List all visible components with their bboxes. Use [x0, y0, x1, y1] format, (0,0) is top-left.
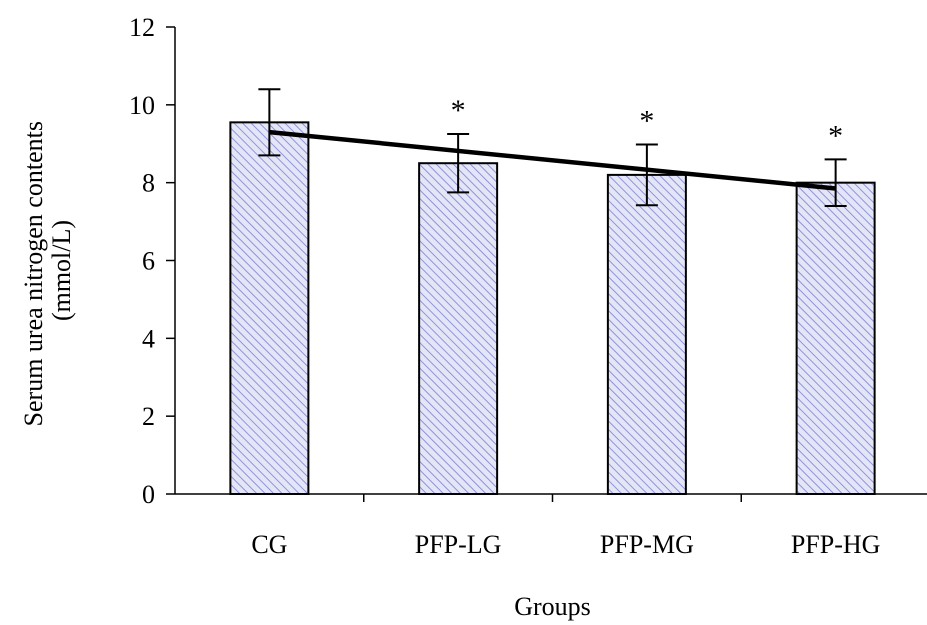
bars [229, 121, 876, 496]
y-tick-label: 8 [142, 169, 155, 198]
x-tick-label: CG [251, 530, 287, 559]
x-tick-label: PFP-MG [600, 530, 694, 559]
error-bar [824, 158, 847, 208]
y-tick-label: 6 [142, 247, 155, 276]
bar-cg [229, 121, 310, 496]
error-bar [447, 133, 470, 194]
trend-line [269, 129, 836, 191]
x-tick-label: PFP-HG [791, 530, 881, 559]
error-bar [635, 143, 658, 207]
x-axis-label: Groups [514, 592, 591, 621]
y-tick-label: 4 [142, 324, 155, 353]
error-bars [258, 88, 847, 208]
bar-pfp-hg [795, 181, 876, 496]
y-axis-label-line-2: (mmol/L) [47, 220, 76, 321]
x-tick-label: PFP-LG [415, 530, 502, 559]
bar-pfp-lg [418, 162, 499, 495]
significance-marks: * * * [451, 94, 844, 152]
y-axis-label-line-1: Serum urea nitrogen contents [19, 121, 48, 426]
y-axis-label: Serum urea nitrogen contents (mmol/L) [19, 115, 76, 427]
significance-mark: * [451, 94, 466, 127]
significance-mark: * [639, 105, 654, 138]
y-tick-label: 0 [142, 480, 155, 509]
y-tick-label: 12 [129, 13, 155, 42]
axis-labels: Groups Serum urea nitrogen contents (mmo… [19, 115, 591, 621]
y-tick-label: 2 [142, 402, 155, 431]
significance-mark: * [828, 119, 843, 152]
error-bar [258, 88, 281, 157]
y-axis: 0 2 4 6 8 10 12 [129, 13, 176, 509]
x-axis: CG PFP-LG PFP-MG PFP-HG [175, 493, 927, 559]
y-tick-label: 10 [129, 91, 155, 120]
bar-pfp-mg [606, 173, 687, 495]
trend-line-group [269, 129, 836, 191]
